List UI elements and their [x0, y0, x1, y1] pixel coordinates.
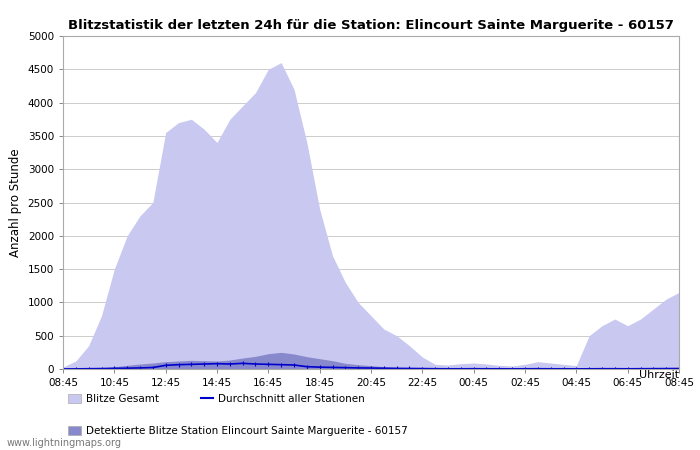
Legend: Detektierte Blitze Station Elincourt Sainte Marguerite - 60157: Detektierte Blitze Station Elincourt Sai… [68, 426, 407, 436]
Text: www.lightningmaps.org: www.lightningmaps.org [7, 438, 122, 448]
Legend: Blitze Gesamt, Durchschnitt aller Stationen: Blitze Gesamt, Durchschnitt aller Statio… [68, 394, 365, 404]
Title: Blitzstatistik der letzten 24h für die Station: Elincourt Sainte Marguerite - 60: Blitzstatistik der letzten 24h für die S… [68, 19, 674, 32]
Y-axis label: Anzahl pro Stunde: Anzahl pro Stunde [9, 148, 22, 257]
Text: Uhrzeit: Uhrzeit [639, 370, 679, 380]
